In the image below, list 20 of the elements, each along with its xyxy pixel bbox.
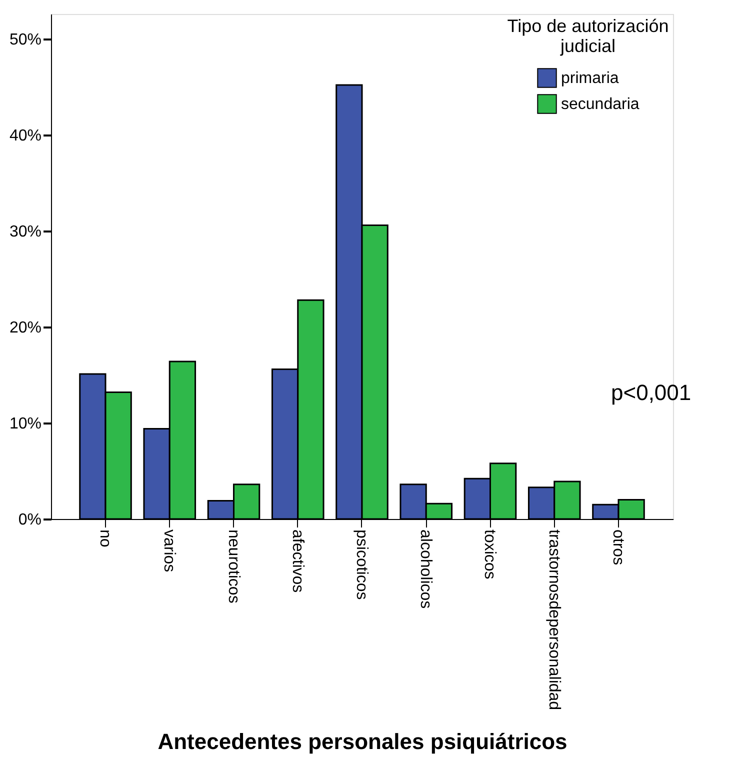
x-tick-label: otros xyxy=(609,530,626,566)
legend-label: primaria xyxy=(561,70,619,87)
y-tick-label: 0% xyxy=(18,512,42,528)
x-tick-label: varios xyxy=(160,530,178,572)
annotation: p<0,001 xyxy=(611,380,692,405)
x-tick-label: toxicos xyxy=(481,530,498,580)
legend-label: secundaria xyxy=(561,96,640,113)
y-tick-label: 10% xyxy=(9,415,42,432)
x-axis-title: Antecedentes personales psiquiátricos xyxy=(158,729,568,754)
x-tick-label: trastornosdepersonalidad xyxy=(545,530,562,710)
x-tick-label: alcoholicos xyxy=(417,530,434,609)
legend-title: Tipo de autorización judicial xyxy=(507,16,669,56)
x-tick-label: no xyxy=(96,530,114,548)
x-tick-label: afectivos xyxy=(288,530,306,593)
x-tick-label: neuroticos xyxy=(224,530,242,604)
y-tick-label: 50% xyxy=(9,31,42,48)
y-tick-label: 30% xyxy=(9,223,42,240)
y-tick-label: 20% xyxy=(9,319,42,336)
x-tick-label: psicoticos xyxy=(353,530,370,600)
y-tick-label: 40% xyxy=(9,127,42,144)
